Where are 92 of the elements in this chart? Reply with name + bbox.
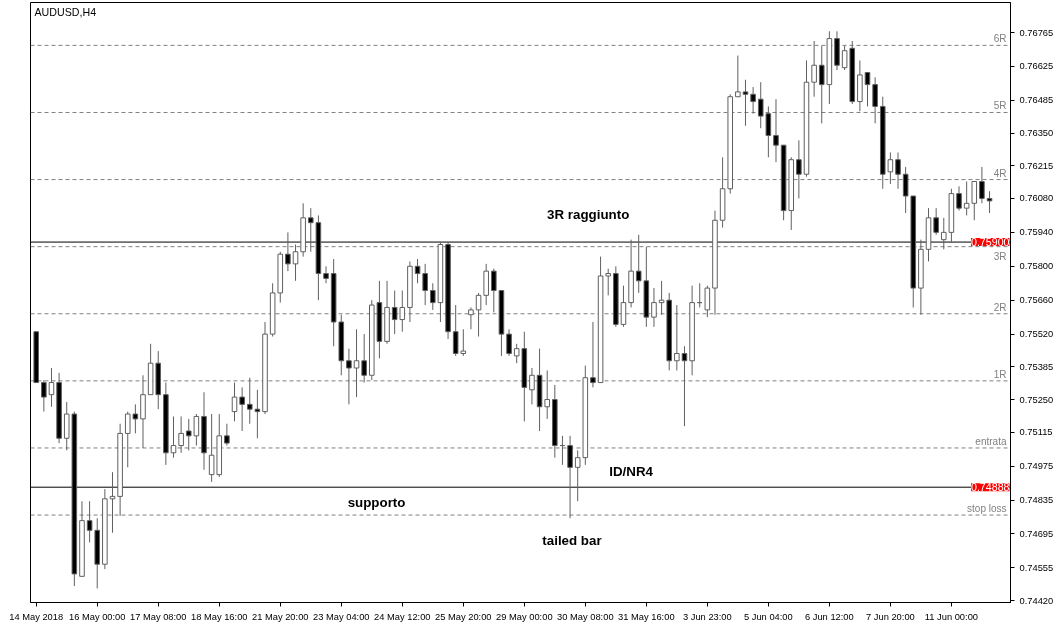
ref-line-label: stop loss (967, 503, 1007, 515)
y-tick-label: 0.75940 (1019, 227, 1054, 238)
candlestick (48, 367, 55, 408)
y-tick-label: 0.76625 (1019, 61, 1054, 72)
candlestick (674, 304, 680, 371)
candlestick (475, 292, 482, 338)
y-tick-label: 0.75520 (1019, 329, 1054, 340)
candlestick (353, 328, 360, 398)
candlestick (811, 40, 817, 98)
candlestick (86, 500, 93, 543)
x-tick-label: 24 May 12:00 (374, 611, 431, 622)
candlestick (590, 321, 596, 388)
x-tick-label: 3 Jun 23:00 (682, 611, 732, 622)
candlestick (796, 139, 802, 199)
annotation: 3R raggiunto (547, 206, 630, 222)
y-tick-label: 0.75800 (1019, 261, 1054, 272)
candlestick (246, 377, 253, 425)
candlestick (605, 268, 611, 296)
candlestick (506, 328, 512, 357)
ref-line-label: 1R (993, 368, 1007, 380)
y-tick-label: 0.76080 (1019, 193, 1054, 204)
x-tick-label: 16 May 00:00 (68, 611, 126, 622)
candlestick (651, 287, 657, 328)
x-tick-label: 5 Jun 04:00 (743, 611, 793, 622)
candlestick (292, 243, 299, 282)
ref-line-label: 6R (993, 33, 1007, 45)
y-tick-label: 0.75385 (1019, 361, 1054, 372)
y-tick-label: 0.76350 (1019, 128, 1054, 139)
y-tick-label: 0.75660 (1019, 295, 1054, 306)
x-tick-label: 11 Jun 00:00 (924, 611, 979, 622)
y-tick-label: 0.74555 (1019, 562, 1054, 573)
candlestick (773, 98, 779, 163)
y-tick-label: 0.75115 (1019, 427, 1053, 438)
candlestick (529, 367, 535, 405)
candlestick (239, 386, 245, 432)
candlestick (902, 166, 909, 214)
candlestick (735, 55, 741, 98)
x-tick-label: 23 May 04:00 (313, 611, 370, 622)
candlestick (979, 166, 985, 204)
candlestick (254, 389, 261, 439)
x-tick-label: 14 May 2018 (9, 611, 64, 622)
annotation: ID/NR4 (609, 464, 654, 480)
ref-line-label: 3R (993, 250, 1007, 262)
candlestick (323, 265, 329, 284)
y-tick-label: 0.76485 (1019, 95, 1054, 106)
ref-line-label: 0.75900 (970, 236, 1010, 249)
candlestick (986, 190, 993, 214)
candlestick (346, 348, 352, 405)
ref-line-label: 0.74888 (970, 481, 1010, 494)
y-tick-label: 0.76215 (1019, 160, 1054, 171)
x-tick-label: 18 May 16:00 (190, 611, 248, 622)
candlestick (41, 379, 47, 413)
x-tick-label: 30 May 08:00 (557, 611, 614, 622)
x-tick-label: 25 May 20:00 (435, 611, 492, 622)
candlestick (468, 306, 474, 330)
ref-line-label: 5R (993, 100, 1007, 112)
y-tick-label: 0.74695 (1019, 528, 1054, 539)
candlestick (178, 415, 184, 454)
candlestick (864, 72, 871, 107)
ref-line-label: entrata (975, 435, 1007, 447)
x-tick-label: 21 May 20:00 (252, 611, 309, 622)
candlestick (574, 449, 581, 502)
x-tick-label: 7 Jun 20:00 (866, 611, 915, 622)
candlestick (956, 185, 962, 212)
annotation: tailed bar (542, 533, 602, 549)
candlestick (933, 207, 939, 236)
candlestick (224, 423, 230, 447)
x-tick-label: 17 May 08:00 (129, 611, 187, 622)
y-tick-label: 0.76765 (1019, 27, 1054, 38)
x-tick-label: 6 Jun 12:00 (804, 611, 854, 622)
candlestick (971, 181, 978, 221)
candlestick (963, 181, 970, 216)
candlestick (422, 263, 428, 306)
annotation: supporto (347, 495, 406, 511)
chart-title: AUDUSD,H4 (34, 5, 97, 18)
candlestick (704, 285, 711, 318)
candlestick (750, 86, 756, 115)
candlestick (872, 76, 878, 124)
candlestick (742, 79, 749, 127)
candlestick (231, 382, 238, 422)
candlestick (895, 151, 901, 190)
candlestick (361, 333, 367, 384)
y-tick-label: 0.74835 (1019, 495, 1054, 506)
y-tick-label: 0.74420 (1019, 595, 1054, 606)
ref-line-label: 4R (993, 167, 1007, 179)
candlestick (940, 217, 947, 250)
candlestick (620, 285, 627, 328)
x-tick-label: 29 May 00:00 (496, 611, 553, 622)
y-tick-label: 0.75250 (1019, 394, 1054, 405)
ref-line-label: 2R (993, 301, 1007, 313)
y-tick-label: 0.74975 (1019, 461, 1054, 472)
x-tick-label: 31 May 16:00 (618, 611, 675, 622)
